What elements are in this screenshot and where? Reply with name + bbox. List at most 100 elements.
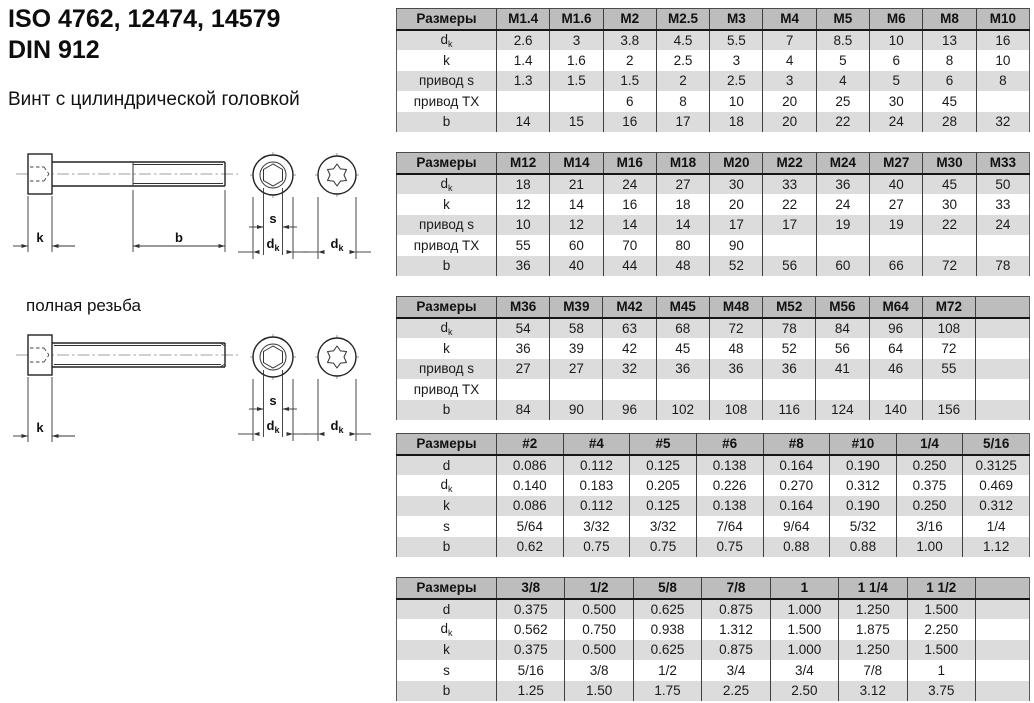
value-cell <box>975 317 1030 338</box>
value-cell: 0.3125 <box>962 454 1030 475</box>
row-label: dk <box>396 317 497 338</box>
value-cell: 1.000 <box>769 639 839 660</box>
value-cell: 17 <box>655 111 710 132</box>
screw-side-view: k b <box>13 153 238 252</box>
table-row: s 5/64 3/32 3/32 7/64 9/64 5/32 3/16 1/4 <box>396 516 1030 537</box>
value-cell: 0.086 <box>496 454 564 475</box>
value-cell <box>495 379 550 400</box>
size-column-header <box>975 577 1030 600</box>
row-label: k <box>396 50 497 71</box>
size-column-header: #5 <box>629 433 697 456</box>
row-label: привод s <box>396 214 497 235</box>
table-row: dk 0.562 0.750 0.938 1.312 1.500 1.875 2.250 <box>396 619 1030 640</box>
value-cell: 1 <box>906 660 976 681</box>
value-cell <box>975 680 1030 701</box>
value-cell: 14 <box>495 111 550 132</box>
dim-label-dk: dk <box>267 418 281 435</box>
value-cell: 0.750 <box>564 619 634 640</box>
value-cell: 1.12 <box>962 536 1030 557</box>
value-cell: 72 <box>922 255 977 276</box>
dim-label-k: k <box>36 230 44 245</box>
table-row: k 0.086 0.112 0.125 0.138 0.164 0.190 0.250 0.31… <box>396 495 1030 516</box>
value-cell: 116 <box>762 399 816 420</box>
value-cell: 48 <box>655 255 710 276</box>
value-cell: 56 <box>815 338 870 359</box>
value-cell: 63 <box>602 317 657 338</box>
size-column-header: M20 <box>709 152 763 175</box>
value-cell: 0.88 <box>829 536 897 557</box>
table-corner-header: Размеры <box>396 8 497 31</box>
dimension-s: s <box>249 370 297 437</box>
value-cell: 9/64 <box>762 516 830 537</box>
value-cell: 8 <box>922 50 977 71</box>
table-row: b 0.62 0.75 0.75 0.75 0.88 0.88 1.00 1.12 <box>396 536 1030 557</box>
value-cell: 2.5 <box>709 70 763 91</box>
value-cell: 17 <box>762 214 817 235</box>
value-cell: 40 <box>869 173 923 194</box>
value-cell <box>922 235 977 256</box>
socket-hidden-lines <box>30 347 50 363</box>
value-cell: 3/32 <box>562 516 630 537</box>
value-cell: 96 <box>868 317 923 338</box>
size-column-header: M3 <box>709 8 763 31</box>
table-row: привод TX 6 8 10 20 25 30 45 <box>396 91 1030 112</box>
size-column-header: #2 <box>496 433 564 456</box>
value-cell: 3.12 <box>838 680 908 701</box>
value-cell: 1/2 <box>632 660 702 681</box>
table-row: dk 2.6 3 3.8 4.5 5.5 7 8.5 10 13 16 <box>396 29 1030 50</box>
value-cell: 12 <box>549 214 604 235</box>
value-cell: 2 <box>602 50 657 71</box>
value-cell <box>975 338 1030 359</box>
value-cell: 52 <box>709 255 763 276</box>
value-cell: 0.183 <box>562 475 630 496</box>
value-cell: 2.25 <box>701 680 771 701</box>
screw-shank <box>52 161 226 187</box>
value-cell: 1.50 <box>564 680 634 701</box>
value-cell: 48 <box>708 338 763 359</box>
table-row: k 36 39 42 45 48 52 56 64 72 <box>396 338 1030 359</box>
row-label: b <box>396 536 497 557</box>
value-cell: 16 <box>602 111 657 132</box>
value-cell: 58 <box>549 317 603 338</box>
value-cell: 14 <box>549 194 604 215</box>
row-label: b <box>396 399 497 420</box>
value-cell: 25 <box>815 91 870 112</box>
value-cell: 4 <box>762 50 817 71</box>
row-label: привод s <box>396 70 497 91</box>
size-column-header: M8 <box>922 8 977 31</box>
value-cell: 0.375 <box>895 475 963 496</box>
value-cell: 84 <box>495 399 550 420</box>
value-cell: 16 <box>975 29 1030 50</box>
table-row: b 14 15 16 17 18 20 22 24 28 32 <box>396 111 1030 132</box>
value-cell <box>815 379 870 400</box>
value-cell: 1.312 <box>701 619 771 640</box>
value-cell: 20 <box>762 111 817 132</box>
size-column-header: M18 <box>655 152 710 175</box>
table-row: привод s 10 12 14 14 17 17 19 19 22 24 <box>396 214 1030 235</box>
screw-side-view: k <box>13 334 238 442</box>
value-cell: 3.8 <box>602 29 657 50</box>
value-cell: 0.112 <box>562 454 630 475</box>
value-cell: 1.000 <box>769 598 839 619</box>
value-cell <box>975 598 1030 619</box>
table-row: dk 0.140 0.183 0.205 0.226 0.270 0.312 0.375 0.4… <box>396 475 1030 496</box>
value-cell: 36 <box>655 358 710 379</box>
value-cell: 1/4 <box>962 516 1030 537</box>
value-cell <box>975 399 1030 420</box>
value-cell: 5/64 <box>496 516 564 537</box>
value-cell: 15 <box>549 111 604 132</box>
value-cell: 56 <box>762 255 817 276</box>
dim-label-dk: dk <box>267 236 281 253</box>
value-cell: 70 <box>602 235 657 256</box>
value-cell: 0.312 <box>829 475 897 496</box>
value-cell: 0.140 <box>496 475 564 496</box>
value-cell: 5/32 <box>829 516 897 537</box>
size-column-header: M22 <box>762 152 817 175</box>
value-cell: 36 <box>495 255 550 276</box>
size-column-header: M1.4 <box>495 8 550 31</box>
value-cell: 36 <box>495 338 550 359</box>
value-cell: 0.226 <box>695 475 763 496</box>
value-cell: 22 <box>815 111 870 132</box>
size-column-header: M6 <box>869 8 923 31</box>
